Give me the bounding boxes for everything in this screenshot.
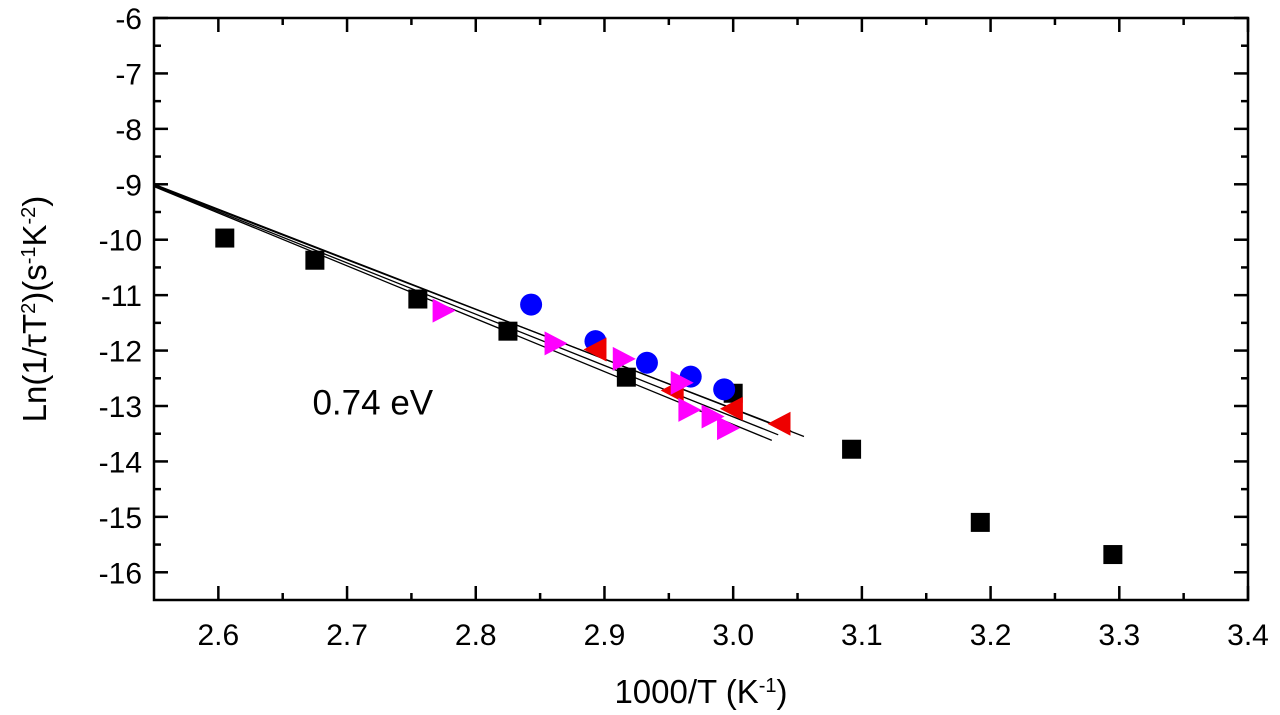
fit-line <box>154 184 792 432</box>
x-tick-label: 2.7 <box>326 619 368 652</box>
plot-frame <box>152 16 1250 602</box>
data-point <box>767 411 791 436</box>
x-tick-label: 2.8 <box>455 619 497 652</box>
data-point <box>215 228 235 248</box>
data-point <box>544 331 568 356</box>
y-tick-label: -15 <box>99 502 142 535</box>
y-tick-label: -11 <box>101 280 142 313</box>
fit-lines <box>154 183 805 441</box>
data-point <box>970 512 990 532</box>
axis-title-text: ) <box>777 673 788 710</box>
y-tick-label: -13 <box>99 391 142 424</box>
axis-ticks <box>154 16 1250 600</box>
data-point <box>408 289 428 309</box>
data-point <box>583 337 607 362</box>
axis-title-text: Ln(1/τT <box>16 314 53 422</box>
x-tick-label: 2.9 <box>584 619 626 652</box>
x-tick-label: 3.1 <box>841 619 883 652</box>
data-point <box>719 396 743 421</box>
data-point <box>670 370 694 395</box>
data-point <box>520 293 543 316</box>
x-tick-label: 3.0 <box>712 619 754 652</box>
x-tick-label: 2.6 <box>197 619 239 652</box>
data-point <box>616 367 636 387</box>
x-axis-title: 1000/T (K-1) <box>614 673 787 710</box>
y-tick-label: -10 <box>99 225 142 258</box>
y-axis-title: Ln(1/τT2)(s-1K-2) <box>16 196 53 423</box>
activation-energy-label: 0.74 eV <box>312 383 433 422</box>
y-tick-label: -16 <box>99 557 142 590</box>
data-point <box>305 250 325 270</box>
x-tick-label: 3.4 <box>1227 619 1269 652</box>
fit-line <box>154 185 779 436</box>
data-point <box>612 346 636 371</box>
data-point <box>842 439 862 459</box>
data-point <box>635 351 658 374</box>
x-tick-labels: 2.6 2.7 2.8 2.9 3.0 3.1 3.2 3.3 3.4 <box>197 619 1268 652</box>
series-magenta-right-triangles <box>432 298 741 441</box>
axis-title-superscript: 2 <box>18 303 40 314</box>
y-tick-label: -9 <box>115 169 142 202</box>
annotations: 0.74 eV <box>312 383 433 422</box>
axis-title-text: K <box>16 224 53 246</box>
axis-title-text: 1000/T (K <box>614 673 758 710</box>
y-tick-label: -6 <box>115 3 142 36</box>
axis-title-text: ) <box>16 196 53 207</box>
data-point <box>678 397 702 422</box>
data-point <box>432 298 456 323</box>
data-markers <box>215 228 1123 565</box>
data-point <box>713 378 736 401</box>
fit-line <box>154 185 773 441</box>
y-tick-label: -14 <box>99 446 142 479</box>
data-point <box>717 416 741 441</box>
axis-title-superscript: -1 <box>18 246 40 264</box>
data-point <box>1103 545 1123 565</box>
y-tick-label: -7 <box>115 58 142 91</box>
data-point <box>498 321 518 341</box>
y-tick-label: -8 <box>115 114 142 147</box>
data-point <box>701 404 725 429</box>
x-tick-label: 3.3 <box>1098 619 1140 652</box>
axis-title-superscript: -2 <box>18 207 40 225</box>
x-tick-label: 3.2 <box>970 619 1012 652</box>
axis-title-superscript: -1 <box>759 675 777 697</box>
y-tick-label: -12 <box>99 336 142 369</box>
axis-title-text: )(s <box>16 264 53 302</box>
y-tick-labels: -16 -15 -14 -13 -12 -11 -10 -9 -8 -7 -6 <box>99 3 142 590</box>
